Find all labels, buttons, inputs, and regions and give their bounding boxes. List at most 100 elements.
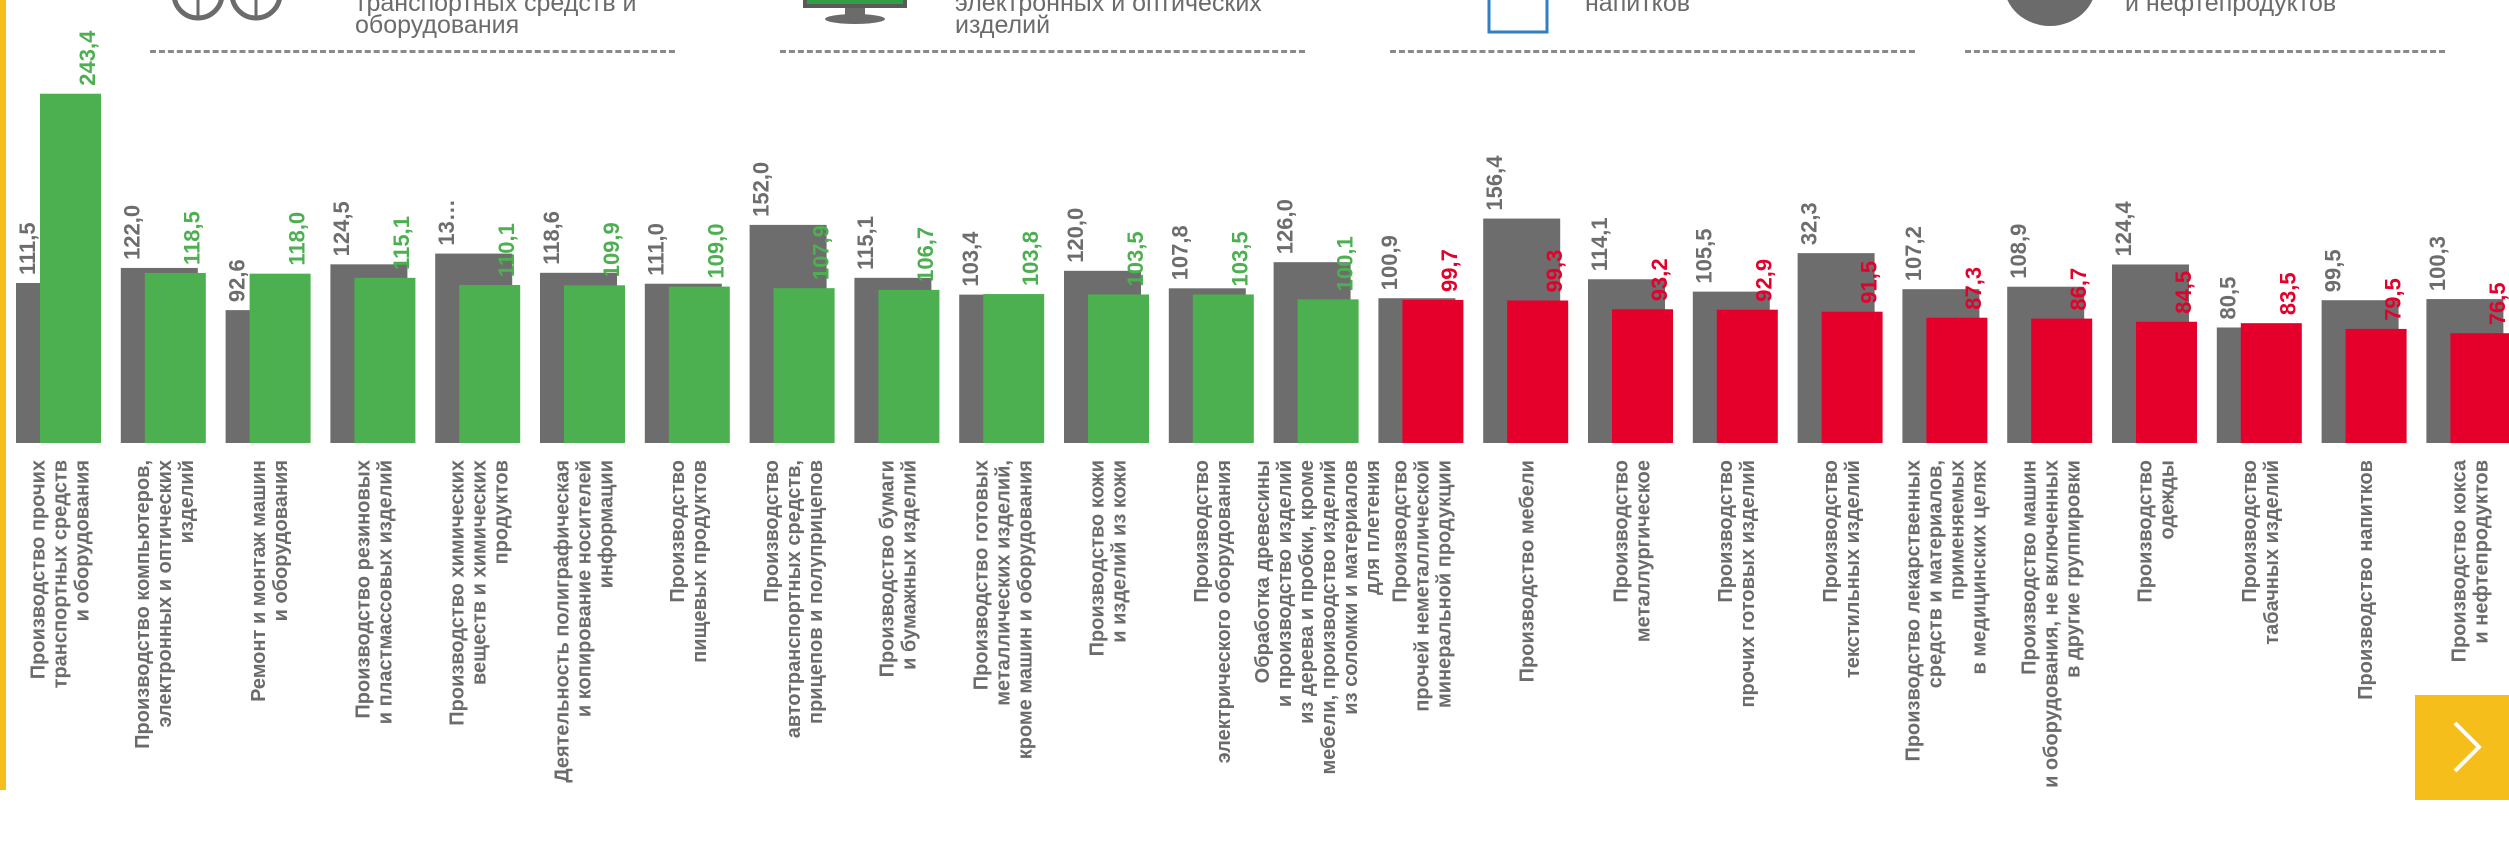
category-label: в другие группировки bbox=[2062, 460, 2084, 678]
category-label: транспортных средств bbox=[49, 460, 71, 688]
header-group-label: транспортных средств и оборудования bbox=[355, 0, 637, 39]
category-label: и оборудования, не включенных bbox=[2040, 460, 2062, 788]
category-label: Производство прочих bbox=[27, 460, 49, 679]
current-value-label: 110,1 bbox=[494, 223, 519, 277]
current-bar bbox=[878, 289, 940, 443]
current-bar bbox=[564, 285, 625, 443]
header-divider bbox=[780, 50, 1305, 53]
current-bar bbox=[1088, 294, 1149, 443]
category-label: кроме машин и оборудования bbox=[1014, 460, 1036, 759]
category-label: изделий bbox=[176, 460, 198, 543]
current-bar bbox=[1821, 311, 1883, 443]
category-label: применяемых bbox=[1947, 460, 1969, 600]
prev-value-label: 152,0 bbox=[748, 162, 773, 217]
current-value-label: 103,5 bbox=[1123, 231, 1148, 286]
category-label: Производство bbox=[2239, 460, 2261, 603]
current-bar bbox=[1612, 309, 1673, 443]
category-label: средств и материалов, bbox=[1925, 460, 1947, 688]
category-label: Производство бумаги bbox=[877, 460, 899, 677]
category-label: Производство bbox=[2134, 460, 2156, 603]
header-divider bbox=[1390, 50, 1915, 53]
category-label: табачных изделий bbox=[2261, 460, 2283, 645]
header-divider bbox=[150, 50, 675, 53]
category-label: Производство лекарственных bbox=[1903, 460, 1925, 762]
monitor-icon bbox=[800, 0, 910, 41]
prev-value-label: 107,8 bbox=[1168, 225, 1193, 280]
current-value-label: 100,1 bbox=[1332, 236, 1357, 291]
header-group-label: напитков bbox=[1585, 0, 1691, 17]
category-label: в медицинских целях bbox=[1969, 460, 1991, 674]
category-label: электрического оборудования bbox=[1213, 460, 1235, 763]
header-divider bbox=[1965, 50, 2445, 53]
prev-value-label: 99,5 bbox=[2320, 249, 2345, 292]
category-label: Производство кокса bbox=[2449, 459, 2471, 662]
current-value-label: 86,7 bbox=[2066, 268, 2091, 311]
category-label: мебели, производство изделий bbox=[1318, 460, 1340, 774]
current-value-label: 99,3 bbox=[1542, 250, 1567, 293]
category-label: прочей неметаллической bbox=[1412, 460, 1434, 712]
category-label: Производство мебели bbox=[1516, 460, 1538, 682]
category-label: и производство изделий bbox=[1274, 460, 1296, 707]
category-label: и изделий из кожи bbox=[1108, 460, 1130, 643]
current-bar bbox=[249, 273, 311, 443]
category-label: Производство bbox=[761, 460, 783, 603]
category-label: одежды bbox=[2156, 460, 2178, 539]
category-label: автотранспортных средств, bbox=[783, 460, 805, 738]
current-bar bbox=[668, 286, 730, 443]
category-label: Производство машин bbox=[2018, 460, 2040, 675]
current-bar bbox=[144, 272, 206, 443]
category-label: Производство напитков bbox=[2355, 460, 2377, 700]
current-value-label: 83,5 bbox=[2276, 272, 2301, 315]
current-bar bbox=[1297, 299, 1359, 443]
category-label: Деятельность полиграфическая bbox=[551, 460, 573, 783]
category-label: и копирование носителей bbox=[573, 460, 595, 717]
current-value-label: 92,9 bbox=[1752, 259, 1777, 302]
category-label: Производство bbox=[1715, 460, 1737, 603]
current-bar bbox=[2031, 318, 2093, 443]
prev-value-label: 114,1 bbox=[1587, 217, 1612, 271]
prev-value-label: 32,3 bbox=[1796, 202, 1821, 245]
prev-value-label: 124,4 bbox=[2111, 201, 2136, 257]
category-label: пищевых продуктов bbox=[689, 460, 711, 663]
category-label: прочих готовых изделий bbox=[1737, 460, 1759, 708]
bottle-icon bbox=[1485, 0, 1555, 45]
category-label: Производство компьютеров, bbox=[132, 460, 154, 749]
category-label: продуктов bbox=[490, 460, 512, 564]
current-bar bbox=[2240, 323, 2302, 443]
current-value-label: 91,5 bbox=[1856, 261, 1881, 304]
prev-value-label: 108,9 bbox=[2006, 224, 2031, 279]
category-label: минеральной продукции bbox=[1434, 460, 1456, 708]
bicycle-icon bbox=[172, 0, 282, 37]
current-value-label: 109,0 bbox=[704, 224, 729, 279]
prev-value-label: 115,1 bbox=[853, 216, 878, 270]
header-group-label: и нефтепродуктов bbox=[2125, 0, 2337, 17]
category-label: Обработка древесины bbox=[1252, 460, 1274, 683]
header-group-beverages: напитков bbox=[1390, 0, 1915, 62]
category-label: Производство кожи bbox=[1086, 460, 1108, 656]
category-label: прицепов и полуприцепов bbox=[805, 460, 827, 724]
next-slide-button[interactable] bbox=[2415, 695, 2509, 800]
category-label: и пластмассовых изделий bbox=[375, 460, 397, 724]
prev-value-label: 122,0 bbox=[120, 205, 145, 260]
category-label: и бумажных изделий bbox=[899, 460, 921, 670]
current-value-label: 84,5 bbox=[2171, 271, 2196, 314]
current-bar bbox=[459, 285, 521, 443]
prev-value-label: 126,0 bbox=[1272, 199, 1297, 254]
current-bar bbox=[983, 294, 1045, 443]
category-label: Производство химических bbox=[446, 460, 468, 726]
category-label: металлургическое bbox=[1632, 460, 1654, 642]
header-group-label: электронных и оптических изделий bbox=[955, 0, 1262, 39]
category-label: Ремонт и монтаж машин bbox=[248, 460, 270, 702]
current-value-label: 87,3 bbox=[1961, 267, 1986, 310]
current-bar bbox=[2345, 328, 2407, 443]
prev-value-label: 100,3 bbox=[2425, 236, 2450, 291]
prev-value-label: 80,5 bbox=[2216, 277, 2241, 320]
current-value-label: 76,5 bbox=[2485, 282, 2509, 325]
prev-value-label: 92,6 bbox=[224, 259, 249, 302]
header-group-transport: транспортных средств и оборудования bbox=[150, 0, 675, 62]
current-value-label: 79,5 bbox=[2380, 278, 2405, 321]
left-accent-bar bbox=[0, 0, 6, 790]
category-label: металлических изделий, bbox=[992, 460, 1014, 706]
current-bar bbox=[1716, 309, 1778, 443]
